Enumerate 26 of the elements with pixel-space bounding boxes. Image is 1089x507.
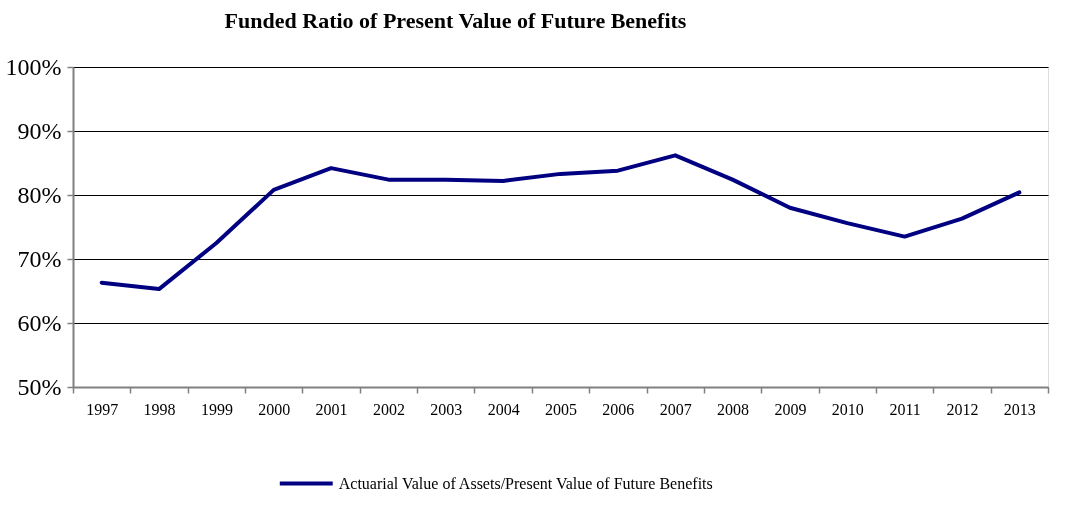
x-tick-label: 1997 [86, 400, 119, 418]
legend-label: Actuarial Value of Assets/Present Value of Future Benefits [338, 474, 713, 492]
y-tick-label: 80% [17, 181, 62, 208]
x-tick-label: 2000 [258, 400, 291, 418]
x-tick-label: 2007 [659, 400, 692, 418]
x-tick-label: 2011 [889, 400, 921, 418]
x-tick-label: 2008 [717, 400, 750, 418]
y-tick-label: 100% [5, 53, 62, 80]
y-tick-label: 70% [17, 245, 62, 272]
x-tick-label: 2002 [372, 400, 405, 418]
x-tick-label: 2001 [315, 400, 348, 418]
x-tick-label: 2012 [946, 400, 979, 418]
line-series [99, 153, 1022, 292]
y-tick-label: 50% [17, 373, 62, 400]
chart-title: Funded Ratio of Present Value of Future Benefits [224, 8, 687, 33]
x-tick-label: 1998 [143, 400, 176, 418]
x-tick-label: 2003 [430, 400, 463, 418]
x-tick-label: 2010 [831, 400, 864, 418]
x-tick-label: 2009 [774, 400, 807, 418]
x-tick-label: 2005 [545, 400, 577, 418]
x-tick-label: 1999 [200, 400, 233, 418]
x-tick-label: 2013 [1003, 400, 1036, 418]
y-tick-label: 60% [17, 309, 62, 336]
x-tick-label: 2004 [487, 400, 520, 418]
x-tick-label: 2006 [602, 400, 635, 418]
y-tick-label: 90% [17, 117, 62, 144]
